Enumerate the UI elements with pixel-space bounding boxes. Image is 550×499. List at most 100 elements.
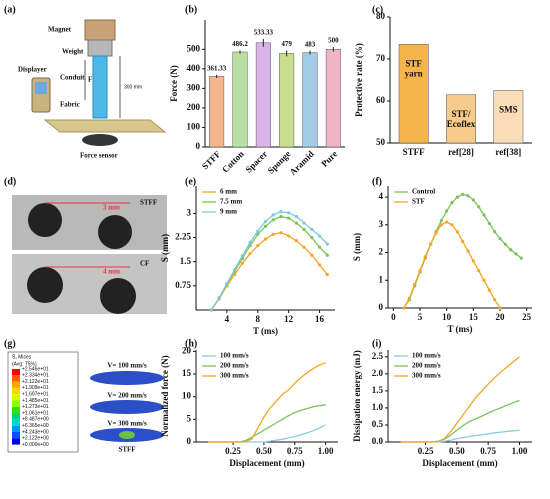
legend-title: S, Mises	[12, 354, 32, 360]
magnet	[84, 19, 116, 41]
sphere	[98, 215, 132, 249]
y-tick-label: 60	[376, 95, 386, 105]
series-line	[210, 232, 328, 311]
x-tick-label: 0.50	[449, 446, 465, 456]
label: STFF	[118, 446, 135, 454]
bar-label: STF	[405, 58, 422, 68]
legend-title: (Avg: 75%)	[12, 361, 37, 367]
y-tick-label: 2	[379, 247, 384, 257]
bar	[493, 90, 524, 144]
legend-label: 100 mm/s	[412, 352, 441, 360]
label: Weight	[62, 48, 84, 56]
color-swatch	[12, 375, 20, 382]
mesh	[90, 400, 164, 414]
y-axis-label: Force (N)	[169, 65, 179, 102]
y-tick-label: 5	[187, 413, 192, 423]
legend-value: +2.122e+00	[22, 436, 49, 442]
bar	[279, 53, 295, 148]
x-tick-label: 10	[442, 312, 452, 322]
label: 4 mm	[103, 268, 120, 276]
y-axis-label: S (mm)	[160, 234, 170, 262]
panel-label: (a)	[4, 4, 16, 15]
color-swatch	[12, 432, 20, 439]
bar	[255, 42, 271, 148]
label: CF	[140, 260, 149, 268]
legend-value: +2.334e+01	[22, 373, 49, 379]
y-axis-label: S (mm)	[352, 233, 362, 261]
label: F	[88, 76, 92, 84]
legend-value: +1.273e+01	[22, 404, 49, 410]
bar-label: yarn	[405, 68, 423, 78]
legend-label: 300 mm/s	[412, 372, 441, 380]
bar-label: SMS	[499, 105, 518, 115]
series-line	[400, 356, 520, 443]
x-tick-label: 0.50	[256, 446, 272, 456]
bar-label: STF/	[451, 109, 471, 119]
legend-value: +2.546e+01	[22, 366, 49, 372]
y-tick-label: 0	[379, 302, 384, 312]
x-tick-label: 0.75	[480, 446, 496, 456]
diagram-a: (a) Magnet Weight Conduit Displayer Fabr…	[4, 4, 167, 160]
panel-label: (b)	[185, 4, 197, 15]
label: 300 mm	[124, 84, 142, 90]
legend-value: +1.061e+01	[22, 410, 49, 416]
x-axis-label: T (ms)	[447, 324, 472, 334]
y-tick-label: 200	[187, 102, 201, 112]
x-axis-label: Displacement (mm)	[422, 458, 497, 468]
label: Force sensor	[80, 152, 118, 160]
panel-label: (i)	[372, 338, 381, 349]
legend-value: +4.243e+00	[22, 429, 49, 435]
y-tick-label: 100	[187, 122, 201, 132]
color-swatch	[12, 419, 20, 426]
legend-label: 7.5 mm	[220, 198, 242, 206]
series-line	[400, 429, 520, 443]
series-line	[208, 404, 326, 443]
bar-label: Ecoflex	[447, 119, 476, 129]
legend-value: +8.487e+00	[22, 417, 49, 423]
y-axis-label: Dissipation energy (mJ)	[352, 350, 362, 442]
x-tick-label: 16	[315, 314, 325, 324]
value-label: 486.2	[232, 40, 248, 48]
x-tick-label: ref[28]	[448, 147, 474, 157]
sphere	[100, 278, 136, 314]
y-tick-label: 0	[187, 436, 192, 446]
panel-label: (e)	[185, 176, 196, 187]
screen	[35, 82, 47, 94]
image-d: (d) STFF CF 3 mm 4 mm	[4, 176, 167, 314]
bar	[325, 49, 341, 148]
x-tick-label: 0.25	[225, 446, 241, 456]
color-swatch	[12, 438, 20, 445]
x-tick-label: 4	[225, 314, 230, 324]
series-line	[403, 193, 522, 309]
legend-label: 6 mm	[220, 188, 237, 196]
y-tick-label: 2.5	[372, 351, 384, 361]
panel-label: (f)	[372, 176, 382, 187]
x-tick-label: 5	[418, 312, 423, 322]
x-axis-label: Displacement (mm)	[229, 458, 304, 468]
y-tick-label: 1.0	[372, 402, 384, 412]
mesh	[90, 371, 164, 385]
y-tick-label: 0.75	[175, 280, 191, 290]
y-tick-label: 0.5	[372, 419, 384, 429]
value-label: 361.33	[207, 64, 227, 72]
bar	[232, 51, 248, 148]
y-tick-label: 300	[187, 82, 201, 92]
legend-box	[7, 351, 79, 453]
panel-label: (d)	[4, 176, 16, 187]
series-line	[210, 215, 328, 311]
y-tick-label: 50	[376, 137, 386, 147]
y-tick-label: 500	[187, 43, 201, 53]
bar	[302, 52, 318, 148]
sphere	[28, 203, 62, 237]
legend-label: STF	[412, 198, 425, 206]
y-tick-label: 15	[182, 368, 192, 378]
color-swatch	[12, 381, 20, 388]
sphere	[27, 267, 63, 303]
conduit	[92, 55, 108, 119]
label: Fabric	[60, 101, 80, 109]
series-line	[403, 221, 501, 309]
x-tick-label: 12	[284, 314, 294, 324]
legend-label: 200 mm/s	[412, 362, 441, 370]
x-tick-label: 25	[522, 312, 532, 322]
label: 3 mm	[103, 204, 120, 212]
